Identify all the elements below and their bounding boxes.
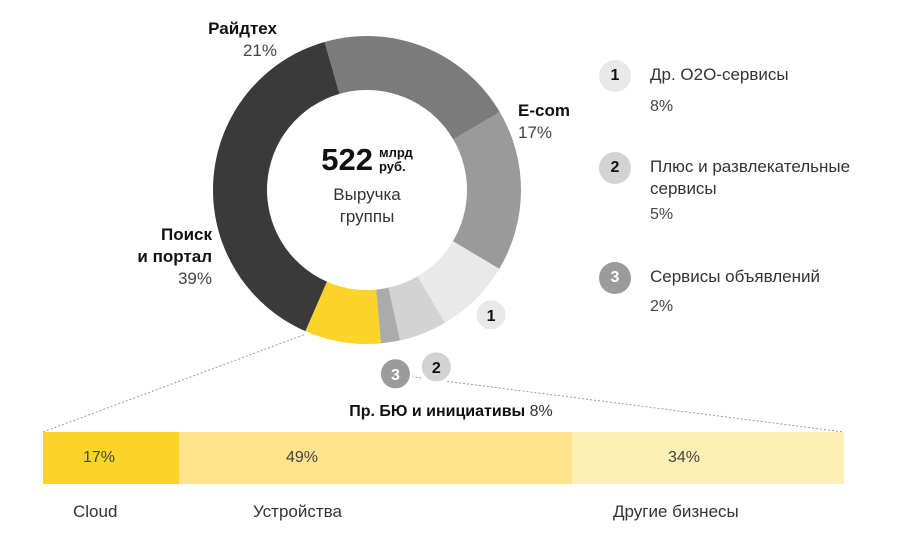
breakdown-title-text: Пр. БЮ и инициативы: [349, 403, 526, 420]
unit-line1: млрд: [378, 145, 413, 160]
breakdown-title: Пр. БЮ и инициативы 8%: [0, 403, 902, 421]
donut-marker-text-3: 3: [391, 367, 400, 384]
donut-marker-3: [377, 356, 413, 392]
ecom-name: E-com: [518, 101, 570, 120]
donut-segment-5: [305, 281, 381, 345]
bar-value-devices: 49%: [286, 449, 319, 466]
donut-segment-1: [452, 112, 521, 269]
bar-segment-devices: 49%: [179, 432, 572, 484]
donut-segment-0: [324, 35, 500, 140]
legend-pct-o2o: 8%: [650, 98, 674, 115]
legend-marker-2: 2: [599, 152, 631, 184]
breakdown-title-value: 8%: [529, 403, 553, 420]
donut-marker-2: [418, 349, 454, 385]
legend-pct-classifieds: 2%: [650, 298, 674, 315]
bar-value-cloud: 17%: [83, 449, 116, 466]
bar-value-other: 34%: [668, 449, 701, 466]
donut-segments: [212, 35, 521, 345]
donut-marker-1: [473, 297, 509, 333]
search-name-line1: Поиск: [160, 225, 212, 244]
donut-segment-3: [388, 276, 445, 341]
category-label-other: Другие бизнесы: [613, 502, 739, 521]
category-label-cloud: Cloud: [73, 502, 118, 521]
ridetech-label: Райдтех 21%: [201, 18, 277, 62]
legend-name-o2o: Др. О2О-сервисы: [650, 65, 789, 84]
ridetech-pct: 21%: [242, 41, 277, 60]
ridetech-name: Райдтех: [208, 19, 277, 38]
bar-segment-cloud: 17%: [43, 432, 179, 484]
bar-segment-other: 34%: [572, 432, 844, 484]
connector-line-1: [383, 372, 845, 433]
legend-name-classifieds: Сервисы объявлений: [650, 267, 821, 286]
legend-pct-plus: 5%: [650, 206, 674, 223]
unit-line2: руб.: [378, 159, 406, 174]
legend-marker-1: 1: [599, 60, 631, 92]
donut-marker-text-1: 1: [487, 308, 496, 325]
legend-marker-3: 3: [599, 262, 631, 294]
ecom-pct: 17%: [518, 123, 553, 142]
search-pct: 39%: [177, 269, 212, 288]
total-revenue-unit: млрд руб.: [379, 146, 413, 174]
donut-segment-6: [212, 41, 340, 332]
donut-markers: 1 2 3: [377, 297, 509, 392]
caption-line2: группы: [339, 207, 395, 226]
category-label-devices: Устройства: [253, 502, 342, 521]
ecom-label: E-com 17%: [518, 100, 570, 144]
donut-center: 522 млрд руб. Выручка группы: [282, 142, 452, 228]
search-name-line2: и портал: [137, 247, 212, 266]
connector-lines: [42, 334, 845, 433]
donut-segment-4: [376, 287, 401, 344]
total-revenue-value: 522: [321, 142, 373, 177]
search-label: Поиск и портал 39%: [112, 224, 212, 290]
caption-line1: Выручка: [333, 185, 401, 204]
donut-marker-text-2: 2: [432, 360, 441, 377]
legend-name-plus: Плюс и развлекательные сервисы: [650, 157, 851, 198]
donut-center-caption: Выручка группы: [282, 184, 452, 228]
donut-segment-2: [417, 241, 500, 323]
